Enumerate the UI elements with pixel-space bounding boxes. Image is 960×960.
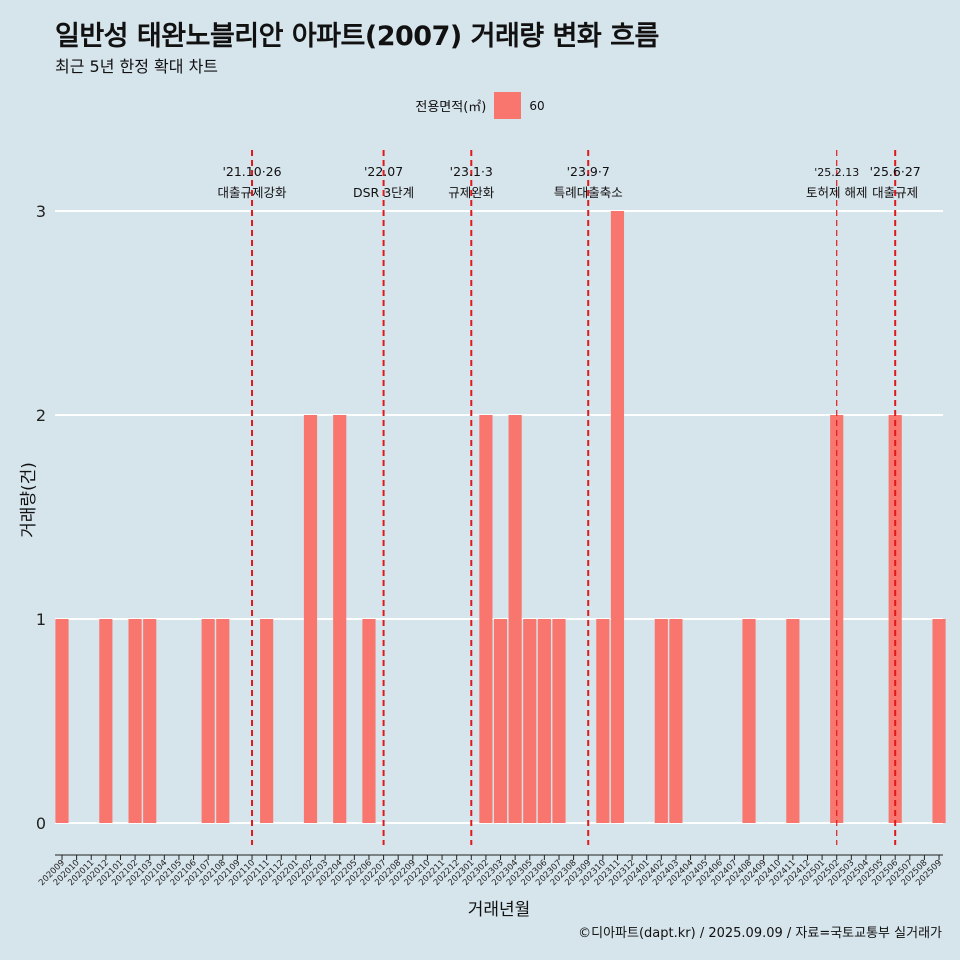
- event-date-label: '22.07: [364, 164, 403, 179]
- event-date-label: '25.6·27: [870, 164, 921, 179]
- event-date-label: '23.1·3: [450, 164, 493, 179]
- legend: 전용면적(㎡) 60: [0, 92, 960, 119]
- bar: [523, 619, 537, 823]
- bar: [610, 211, 625, 823]
- bar: [596, 619, 610, 823]
- legend-entry-label: 60: [529, 98, 545, 113]
- bar: [99, 619, 113, 823]
- y-tick-label: 2: [36, 406, 46, 425]
- legend-swatch: [494, 92, 522, 119]
- y-tick-label: 3: [36, 202, 46, 221]
- bar: [508, 415, 522, 823]
- bar: [479, 415, 493, 823]
- x-axis-title: 거래년월: [468, 900, 531, 920]
- bar: [201, 619, 215, 823]
- y-tick-label: 0: [36, 814, 46, 833]
- event-name-label: 대출규제강화: [218, 185, 288, 200]
- bar: [552, 619, 566, 823]
- source-caption: ©디아파트(dapt.kr) / 2025.09.09 / 자료=국토교통부 실…: [578, 926, 942, 941]
- event-name-label: 특례대출축소: [554, 185, 623, 200]
- event-date-label: '25.2.13: [814, 166, 859, 179]
- bar: [55, 619, 69, 823]
- bar: [260, 619, 274, 823]
- bar: [932, 619, 946, 823]
- y-axis-title: 거래량(건): [19, 462, 39, 538]
- y-tick-label: 1: [36, 610, 46, 629]
- event-name-label: 규제완화: [448, 185, 495, 200]
- event-name-label: DSR 3단계: [353, 185, 414, 200]
- event-name-label: 대출규제: [872, 185, 918, 200]
- legend-title: 전용면적(㎡): [415, 100, 487, 115]
- chart-title: 일반성 태완노블리안 아파트(2007) 거래량 변화 흐름: [55, 21, 659, 52]
- bar: [537, 619, 551, 823]
- bar: [216, 619, 230, 823]
- bar: [830, 415, 844, 823]
- bar: [493, 619, 508, 823]
- bar: [128, 619, 142, 823]
- bar: [742, 619, 756, 823]
- bar: [786, 619, 800, 823]
- bar: [888, 415, 902, 823]
- event-name-label: 토허제 해제: [806, 185, 867, 200]
- bar: [143, 619, 157, 823]
- bar: [669, 619, 683, 823]
- event-date-label: '23.9·7: [567, 164, 610, 179]
- bar: [333, 415, 347, 823]
- event-date-label: '21.10·26: [222, 164, 281, 179]
- chart-subtitle: 최근 5년 한정 확대 차트: [55, 57, 219, 76]
- bar: [303, 415, 318, 823]
- bar: [362, 619, 376, 823]
- bar: [654, 619, 668, 823]
